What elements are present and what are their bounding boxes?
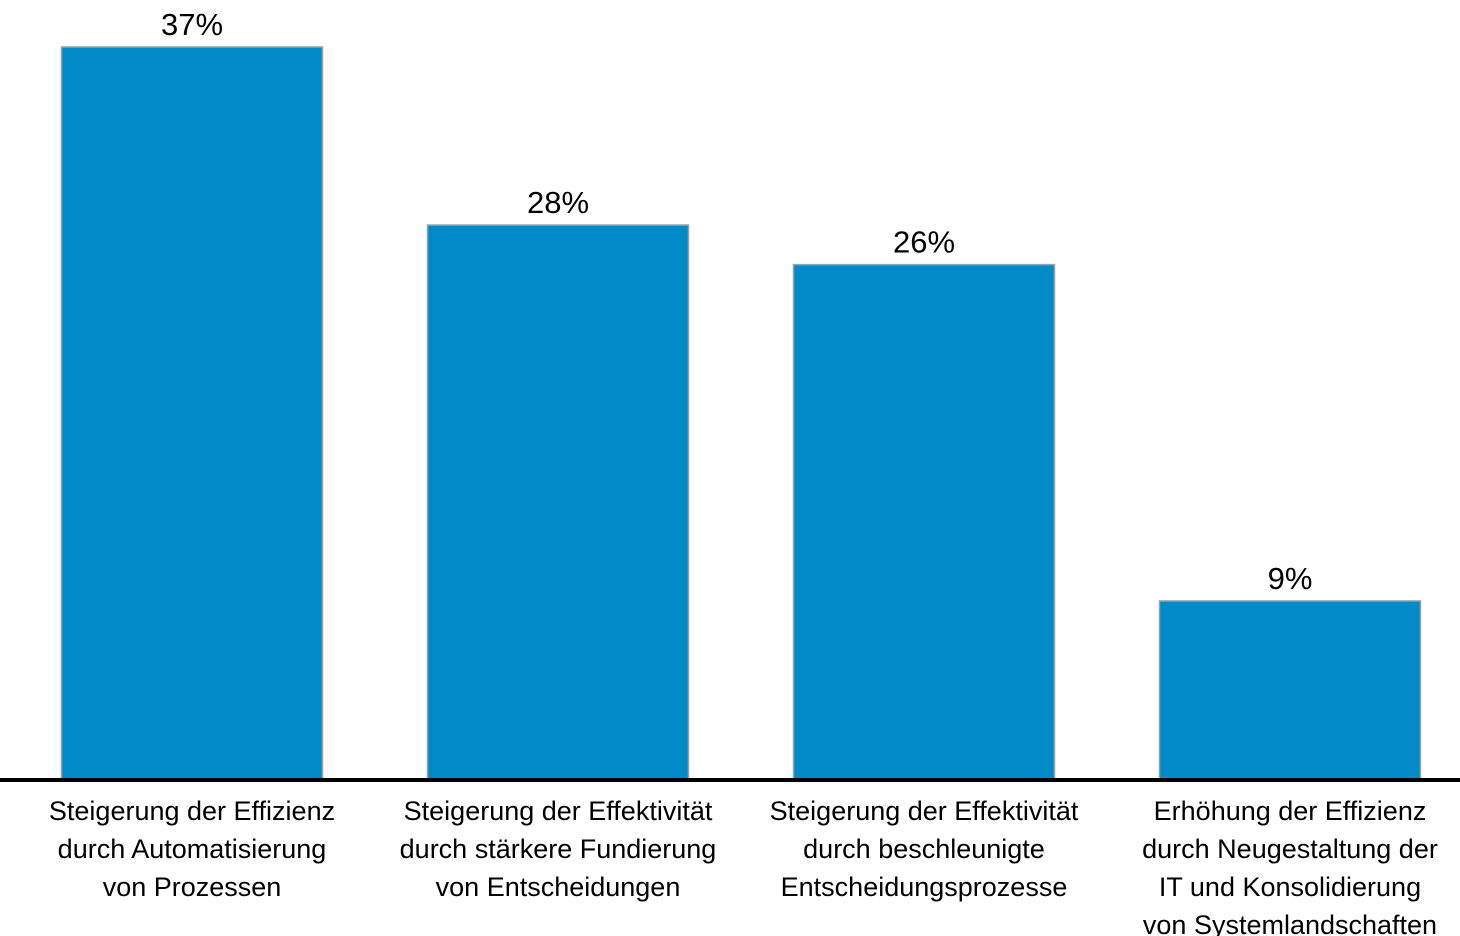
x-tick-label-line: Entscheidungsprozesse [781, 872, 1068, 902]
x-tick-label-line: Erhöhung der Effizienz [1154, 796, 1427, 826]
x-tick-label-line: durch stärkere Fundierung [400, 834, 717, 864]
x-tick-label-line: durch beschleunigte [803, 834, 1045, 864]
x-tick-label-line: durch Automatisierung [58, 834, 327, 864]
bar [426, 224, 690, 780]
x-tick-label: Steigerung der Effektivität durch beschle… [770, 796, 1079, 902]
x-tick-label: Steigerung der Effektivität durch stärker… [400, 796, 717, 902]
value-label: 26% [893, 225, 955, 260]
bar [60, 46, 324, 780]
value-label: 28% [527, 185, 589, 220]
x-tick-label-line: von Systemlandschaften [1143, 910, 1437, 936]
bar [792, 263, 1056, 780]
x-tick-label-line: von Entscheidungen [436, 872, 681, 902]
x-tick-label-line: IT und Konsolidierung [1159, 872, 1421, 902]
x-tick-label-line: von Prozessen [103, 872, 282, 902]
value-label: 9% [1268, 561, 1313, 596]
x-tick-label-line: Steigerung der Effektivität [770, 796, 1079, 826]
x-tick-label-line: durch Neugestaltung der [1142, 834, 1438, 864]
bar [1158, 600, 1422, 780]
x-tick-label-line: Steigerung der Effizienz [49, 796, 335, 826]
x-tick-label: Steigerung der Effizienz durch Automatisi… [49, 796, 335, 902]
value-label: 37% [161, 7, 223, 42]
x-tick-label: Erhöhung der Effizienz durch Neugestaltun… [1142, 796, 1438, 936]
x-tick-label-line: Steigerung der Effektivität [404, 796, 713, 826]
